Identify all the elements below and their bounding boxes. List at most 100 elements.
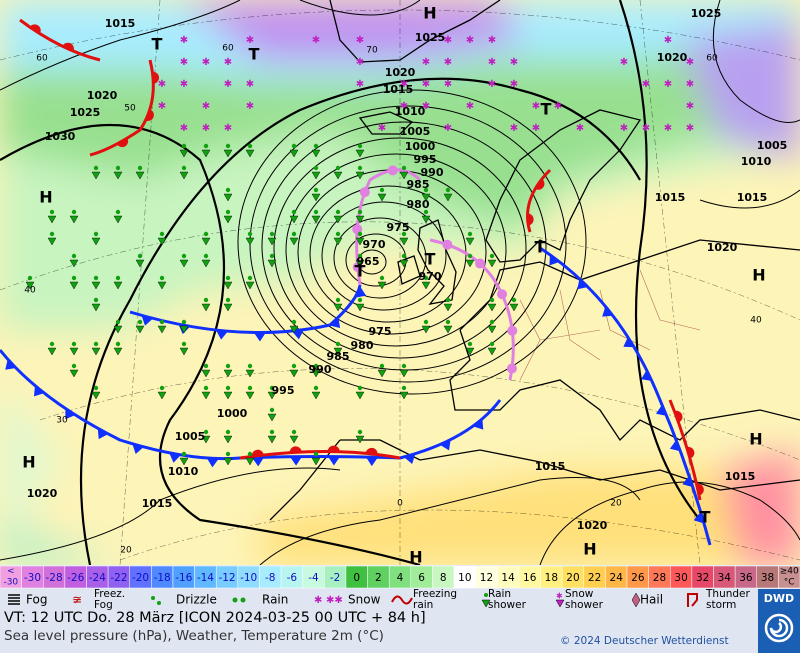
legend-label: Fog [26,593,47,607]
scale-label: -12 [218,572,235,584]
rain-dot [71,209,77,215]
front-triangle [682,475,693,488]
legend-icon: ✱✱ [326,595,343,606]
shower-triangle [245,281,255,290]
snow-symbol: ✱ [444,123,452,134]
isobar-label: 1015 [142,497,173,510]
isobar [79,77,641,565]
copyright: © 2024 Deutscher Wetterdienst [560,635,729,647]
front-triangle [97,428,109,440]
shower-triangle [113,171,123,180]
rain-dot [181,341,187,347]
front-semicircle [535,178,545,190]
front-triangle [291,329,304,340]
shower-triangle [355,391,365,400]
isobar [699,189,800,209]
europe-north-coast [459,239,800,331]
temperature-label: 20 [120,546,132,556]
front-triangle [403,453,416,465]
rain-dot [71,253,77,259]
rain-dot [225,385,231,391]
isobar-label: 1005 [175,430,206,443]
warm-front [668,399,702,501]
shower-triangle [487,347,497,356]
ireland [397,255,421,285]
isobar-label: 1015 [737,191,768,204]
shower-triangle [355,215,365,224]
shower-triangle [377,193,387,202]
scale-label: -26 [67,572,84,584]
shower-triangle [355,435,365,444]
shower-triangle [47,347,57,356]
shower-triangle [223,369,233,378]
rain-dot [291,231,297,237]
pressure-center: H [583,540,596,559]
rain-dot [313,385,319,391]
legend-icon [232,597,238,603]
snow-symbol: ✱ [202,123,210,134]
isobar-label: 990 [309,363,332,376]
isobar-label: 1030 [45,130,76,143]
front-semicircle [696,483,704,496]
rain-dot [247,143,253,149]
temperature-label: 60 [222,44,234,54]
map-labels: 10151025H1025102010151010100510009959909… [22,4,787,566]
shower-triangle [355,149,365,158]
temperature-scale: <-30 -30 -28 -26 -24 -22 -20 -18 -16 -14 -12 -10 -8-… [0,565,800,589]
isobar-label: 1020 [657,51,688,64]
shower-triangle [69,215,79,224]
front-triangle [33,385,45,397]
front-bump [507,325,518,336]
legend-label: Hail [640,593,663,607]
legend-icon: ≆ [72,593,82,607]
shower-triangle [113,215,123,224]
shower-triangle [201,391,211,400]
isobar-label: 995 [414,153,437,166]
legend-icon [687,593,698,607]
rain-dot [291,209,297,215]
rain-dot [445,319,451,325]
rain-dot [401,231,407,237]
isobar-label: 1000 [405,140,436,153]
rain-dot [313,451,319,457]
rain-dot [269,253,275,259]
rain-dot [313,363,319,369]
legend-label: rain [413,599,433,611]
shower-triangle [91,391,101,400]
snow-symbol: ✱ [664,79,672,90]
isobar-label: 980 [351,339,374,352]
snow-symbol: ✱ [202,57,210,68]
rain-dot [511,297,517,303]
rain-dot [93,165,99,171]
isobar-label: 1015 [105,17,136,30]
scale-label: -14 [197,572,214,584]
isobar-label: 1010 [168,465,199,478]
shower-triangle [179,171,189,180]
snow-symbol: ✱ [686,79,694,90]
shower-triangle [311,369,321,378]
shower-triangle [179,259,189,268]
rain-dot [379,275,385,281]
rain-dot [357,253,363,259]
snow-symbol: ✱ [664,123,672,134]
front-triangle [365,456,378,467]
shower-triangle [465,347,475,356]
isobar [273,137,527,359]
isobar-label: 990 [421,166,444,179]
legend-label: Rain [262,593,288,607]
isobar-label: 1020 [707,241,738,254]
shower-triangle [47,237,57,246]
shower-triangle [355,303,365,312]
shower-triangle [399,391,409,400]
snow-symbol: ✱ [246,79,254,90]
isobar [0,123,421,565]
rain-dot [247,275,253,281]
front-triangle [549,254,560,266]
temperature-label: 0 [397,499,403,509]
pressure-center: T [541,100,552,119]
shower-triangle [179,149,189,158]
shower-triangle [135,259,145,268]
weather-legend: Fog ≆ Freez.Fog Drizzle Rain ✱ ✱✱ Snow Freezingr… [8,588,751,611]
shower-triangle [245,149,255,158]
front-triangle [693,511,705,524]
